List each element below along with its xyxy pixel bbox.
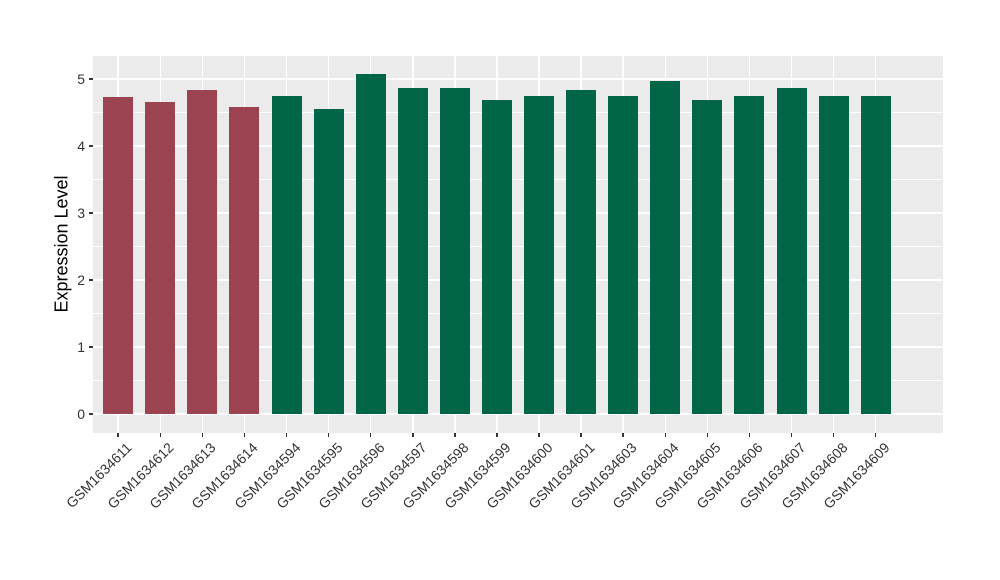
x-tick-mark	[748, 433, 751, 437]
x-tick-mark	[496, 433, 498, 437]
x-tick-mark	[412, 433, 414, 437]
x-tick-mark	[832, 433, 835, 437]
bar-GSM1634597	[397, 88, 428, 415]
y-tick-label: 4	[77, 137, 85, 154]
x-tick-mark	[369, 433, 372, 437]
x-tick-mark	[327, 433, 330, 437]
bar-GSM1634603	[608, 96, 639, 415]
y-tick-label: 2	[77, 272, 85, 289]
bar-GSM1634613	[187, 89, 218, 415]
bar-GSM1634600	[524, 96, 555, 415]
gridline-y-minor	[93, 313, 943, 314]
bar-GSM1634612	[145, 101, 176, 415]
gridline-y-minor	[93, 179, 943, 180]
x-tick-mark	[201, 433, 204, 437]
bar-GSM1634614	[229, 106, 260, 415]
bar-GSM1634598	[439, 88, 470, 415]
x-tick-mark	[159, 433, 162, 437]
gridline-y-major	[93, 279, 943, 281]
bar-GSM1634596	[355, 74, 386, 415]
gridline-y-major	[93, 413, 943, 415]
bar-GSM1634608	[818, 96, 849, 415]
y-tick-mark	[88, 145, 93, 147]
plot-panel	[93, 56, 943, 433]
x-tick-mark	[706, 433, 709, 437]
bar-GSM1634609	[860, 96, 891, 415]
y-tick-mark	[88, 413, 93, 415]
bar-GSM1634606	[734, 96, 765, 415]
gridline-y-major	[93, 78, 943, 80]
x-tick-mark	[664, 433, 667, 437]
bar-GSM1634594	[271, 96, 302, 415]
x-tick-mark	[538, 433, 540, 437]
gridline-y-major	[93, 212, 943, 214]
bar-GSM1634607	[776, 88, 807, 415]
gridline-y-minor	[93, 246, 943, 247]
x-tick-mark	[622, 433, 624, 437]
y-axis-title: Expression Level	[51, 175, 72, 313]
gridline-y-minor	[93, 111, 943, 113]
bar-GSM1634595	[313, 108, 344, 415]
bar-GSM1634605	[692, 99, 723, 415]
bar-GSM1634604	[650, 81, 681, 415]
gridline-y-major	[93, 145, 943, 147]
x-tick-mark	[243, 433, 246, 437]
y-tick-label: 3	[77, 204, 85, 221]
y-tick-mark	[88, 78, 93, 80]
y-tick-mark	[88, 212, 93, 214]
x-tick-mark	[285, 433, 288, 437]
y-tick-mark	[88, 279, 93, 281]
bar-GSM1634599	[481, 100, 512, 415]
gridline-y-major	[93, 346, 943, 348]
x-tick-mark	[874, 433, 877, 437]
x-tick-mark	[790, 433, 793, 437]
y-tick-label: 5	[77, 70, 85, 87]
y-tick-label: 1	[77, 339, 85, 356]
y-tick-mark	[88, 346, 93, 348]
x-tick-mark	[580, 433, 582, 437]
bar-GSM1634601	[566, 90, 597, 415]
x-tick-mark	[117, 433, 119, 437]
x-tick-mark	[454, 433, 456, 437]
bar-GSM1634611	[103, 96, 134, 415]
y-tick-label: 0	[77, 406, 85, 423]
gridline-y-minor	[93, 380, 943, 382]
